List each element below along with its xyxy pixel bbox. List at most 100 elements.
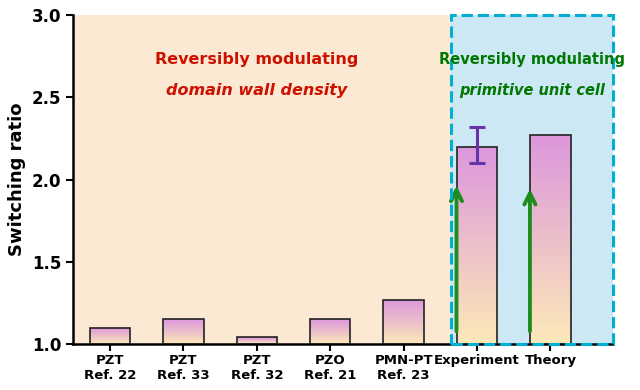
Bar	[457, 154, 497, 155]
Bar	[457, 324, 497, 325]
Bar	[457, 252, 497, 253]
Bar	[457, 314, 497, 316]
Bar	[531, 322, 571, 323]
Bar	[457, 338, 497, 339]
Bar	[457, 321, 497, 322]
Bar	[457, 147, 497, 344]
Bar	[457, 195, 497, 196]
Bar	[531, 246, 571, 247]
Bar	[531, 216, 571, 217]
Bar	[457, 343, 497, 344]
Bar	[531, 170, 571, 171]
Bar	[457, 257, 497, 258]
Bar	[531, 293, 571, 294]
Bar	[531, 205, 571, 206]
Bar	[531, 194, 571, 195]
Bar	[531, 217, 571, 218]
Bar	[457, 328, 497, 329]
Bar	[457, 186, 497, 187]
Bar	[531, 220, 571, 221]
Bar	[457, 178, 497, 179]
Bar	[531, 145, 571, 146]
Y-axis label: Switching ratio: Switching ratio	[8, 103, 26, 256]
Bar	[531, 214, 571, 215]
Bar	[457, 309, 497, 310]
Bar	[531, 147, 571, 148]
Bar	[457, 301, 497, 303]
Bar	[531, 264, 571, 265]
Bar	[310, 319, 350, 344]
Bar	[531, 211, 571, 213]
Bar	[531, 228, 571, 229]
Bar	[531, 150, 571, 151]
Bar	[457, 335, 497, 336]
Bar	[457, 224, 497, 225]
Bar	[457, 312, 497, 314]
Bar	[531, 265, 571, 266]
Bar	[531, 292, 571, 293]
Bar	[457, 267, 497, 268]
Bar	[531, 255, 571, 256]
Text: primitive unit cell: primitive unit cell	[459, 83, 605, 98]
Bar	[457, 341, 497, 342]
Bar	[457, 165, 497, 167]
Bar	[457, 205, 497, 206]
Bar	[531, 199, 571, 200]
Bar	[457, 149, 497, 150]
Text: Reversibly modulating: Reversibly modulating	[155, 52, 358, 67]
Bar	[531, 243, 571, 244]
Bar	[457, 198, 497, 199]
Bar	[90, 328, 130, 344]
Bar	[457, 234, 497, 236]
Bar	[531, 201, 571, 202]
Bar	[457, 291, 497, 292]
Bar	[531, 270, 571, 271]
Bar	[457, 157, 497, 158]
Bar	[457, 169, 497, 170]
Bar	[531, 317, 571, 318]
Bar	[531, 190, 571, 191]
Bar	[457, 296, 497, 297]
Bar	[531, 173, 571, 174]
Bar	[531, 222, 571, 223]
Bar	[383, 300, 424, 344]
Bar	[457, 209, 497, 210]
Bar	[457, 336, 497, 337]
Bar	[457, 227, 497, 228]
Bar	[457, 206, 497, 207]
Bar	[457, 184, 497, 185]
Bar	[457, 283, 497, 284]
Bar	[457, 160, 497, 161]
Bar	[457, 158, 497, 159]
Bar	[531, 296, 571, 297]
Bar	[531, 259, 571, 261]
Bar	[531, 135, 571, 136]
Bar	[531, 247, 571, 248]
Bar	[457, 253, 497, 254]
Bar	[457, 150, 497, 151]
Bar	[457, 323, 497, 324]
Bar	[237, 337, 277, 344]
Bar	[531, 338, 571, 339]
Bar	[531, 234, 571, 236]
Bar	[457, 202, 497, 203]
Bar	[531, 223, 571, 224]
Bar	[457, 223, 497, 224]
Bar	[531, 295, 571, 296]
Bar	[531, 162, 571, 163]
Bar	[531, 275, 571, 276]
Bar	[531, 277, 571, 278]
Bar	[457, 236, 497, 238]
Bar	[531, 294, 571, 295]
Bar	[531, 249, 571, 250]
Bar	[531, 233, 571, 234]
Bar	[531, 261, 571, 262]
Bar	[457, 256, 497, 257]
Bar	[457, 289, 497, 290]
Bar	[531, 146, 571, 147]
Bar	[457, 221, 497, 222]
Bar	[457, 329, 497, 330]
Bar	[457, 200, 497, 201]
Bar	[457, 187, 497, 188]
Bar	[531, 248, 571, 249]
